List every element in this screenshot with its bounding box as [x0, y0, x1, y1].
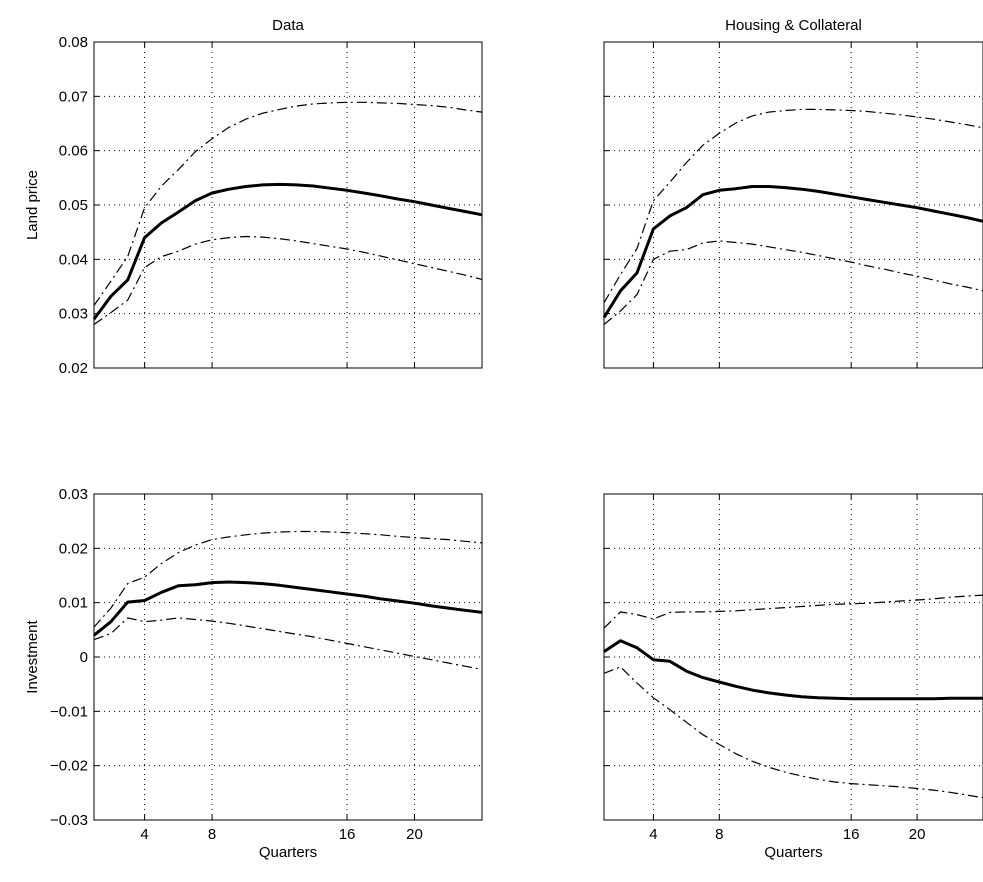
panel-title: Data	[272, 17, 304, 34]
y-axis-title: Investment	[24, 619, 41, 693]
y-tick-label: 0.03	[59, 306, 88, 323]
x-tick-label: 8	[208, 826, 216, 843]
y-tick-label: 0.07	[59, 88, 88, 105]
upper-band-line	[603, 108, 983, 304]
panel-land-price-housing-collateral: Housing & Collateral	[602, 17, 983, 369]
x-tick-label: 4	[140, 826, 148, 843]
x-tick-label: 16	[843, 826, 860, 843]
y-tick-label: −0.02	[50, 758, 88, 775]
panel-investment-housing-collateral: 4 8 16 20 Quarters	[603, 493, 983, 861]
y-tick-label: −0.03	[50, 812, 88, 829]
axes-frame	[93, 41, 483, 369]
upper-band-line	[603, 594, 983, 629]
y-tick-label: 0	[80, 649, 88, 666]
lower-band-line	[93, 617, 483, 671]
x-tick-label: 20	[909, 826, 926, 843]
x-axis-title: Quarters	[259, 844, 317, 861]
y-tick-label: 0.02	[59, 540, 88, 557]
median-line	[92, 182, 483, 320]
x-tick-label: 4	[649, 826, 657, 843]
upper-band-line	[93, 101, 483, 306]
y-axis-title: Land price	[24, 170, 41, 240]
panel-land-price-data: 0.02 0.03 0.04 0.05 0.06 0.07 0.08 Data Land pri…	[24, 17, 483, 377]
upper-band-line	[93, 530, 483, 628]
x-axis-title: Quarters	[764, 844, 822, 861]
axes-frame	[93, 493, 483, 821]
axes-frame	[603, 41, 983, 369]
y-tick-label: 0.08	[59, 34, 88, 51]
lower-band-line	[93, 235, 483, 325]
median-line	[603, 639, 983, 701]
y-tick-label: 0.05	[59, 197, 88, 214]
axes-frame	[603, 493, 983, 821]
panel-title: Housing & Collateral	[725, 17, 862, 34]
median-line	[93, 580, 483, 637]
lower-band-line	[603, 666, 983, 799]
y-tick-label: −0.01	[50, 703, 88, 720]
x-tick-label: 16	[339, 826, 356, 843]
y-tick-label: 0.03	[59, 486, 88, 503]
y-tick-label: 0.06	[59, 143, 88, 160]
y-tick-label: 0.04	[59, 251, 88, 268]
y-tick-label: 0.01	[59, 595, 88, 612]
x-tick-label: 20	[406, 826, 423, 843]
x-tick-label: 8	[715, 826, 723, 843]
panel-investment-data: −0.03 −0.02 −0.01 0 0.01 0.02 0.03 4 8 16 20 Quarte…	[24, 486, 483, 861]
lower-band-line	[603, 240, 983, 325]
y-tick-label: 0.02	[59, 360, 88, 377]
median-line	[602, 185, 983, 319]
